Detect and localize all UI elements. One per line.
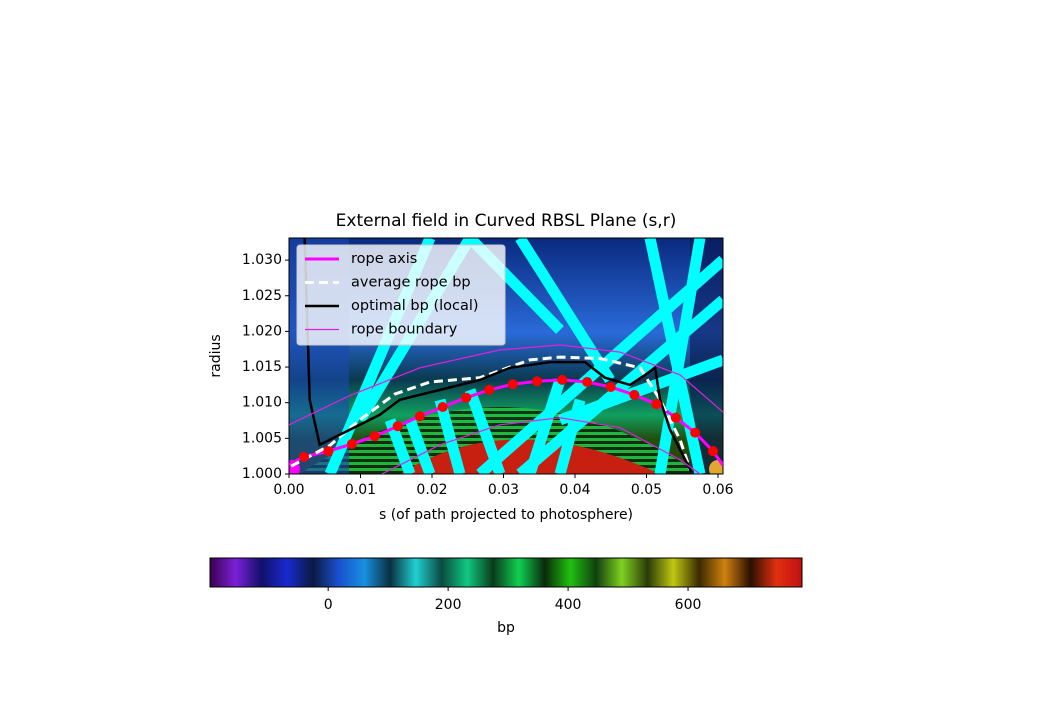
x-axis-label: s (of path projected to photosphere) [379, 507, 633, 523]
colorbar [209, 557, 803, 588]
x-tick-label: 0.02 [416, 482, 447, 498]
x-tick-label: 0.01 [345, 482, 376, 498]
marker [484, 384, 495, 395]
colorbar-tick-label: 600 [675, 597, 702, 613]
colorbar-tick-label: 0 [324, 597, 333, 613]
legend: rope axis average rope bp optimal bp (loca… [296, 244, 506, 346]
colorbar-tick-label: 200 [435, 597, 462, 613]
marker [707, 446, 718, 457]
legend-label: rope axis [351, 251, 417, 267]
series-line [303, 238, 693, 473]
series-line [289, 344, 723, 474]
y-tick-label: 1.010 [242, 395, 282, 411]
x-tick-label: 0.03 [488, 482, 519, 498]
y-tick-label: 1.020 [242, 323, 282, 339]
marker [557, 374, 568, 385]
marker [629, 389, 640, 400]
marker [605, 382, 616, 393]
x-tick-label: 0.05 [631, 482, 662, 498]
axes-frame [288, 237, 724, 475]
x-tick-label: 0.04 [559, 482, 590, 498]
colorbar-label: bp [497, 620, 515, 636]
marker [532, 376, 543, 387]
y-tick-label: 1.030 [242, 252, 282, 268]
x-tick-label: 0.06 [702, 482, 733, 498]
legend-label: optimal bp (local) [351, 298, 479, 314]
legend-label: rope boundary [351, 322, 458, 338]
marker [651, 399, 662, 410]
marker [437, 401, 448, 412]
x-tick-label: 0.00 [273, 482, 304, 498]
y-tick-label: 1.005 [242, 430, 282, 446]
series-line [290, 355, 692, 471]
marker [299, 451, 310, 462]
legend-box [296, 244, 506, 346]
marker [346, 439, 357, 450]
y-tick-label: 1.025 [242, 288, 282, 304]
plot-area [289, 238, 723, 474]
marker [369, 431, 380, 442]
marker [670, 412, 681, 423]
chart-title: External field in Curved RBSL Plane (s,r… [336, 211, 677, 231]
marker [392, 421, 403, 432]
y-axis-label: radius [208, 334, 224, 377]
marker [414, 411, 425, 422]
marker [690, 427, 701, 438]
marker [323, 446, 334, 457]
marker [461, 392, 472, 403]
y-tick-label: 1.015 [242, 359, 282, 375]
colorbar-tick-label: 400 [555, 597, 582, 613]
marker [582, 377, 593, 388]
y-tick-label: 1.000 [242, 466, 282, 482]
marker [507, 379, 518, 390]
legend-label: average rope bp [351, 275, 471, 291]
